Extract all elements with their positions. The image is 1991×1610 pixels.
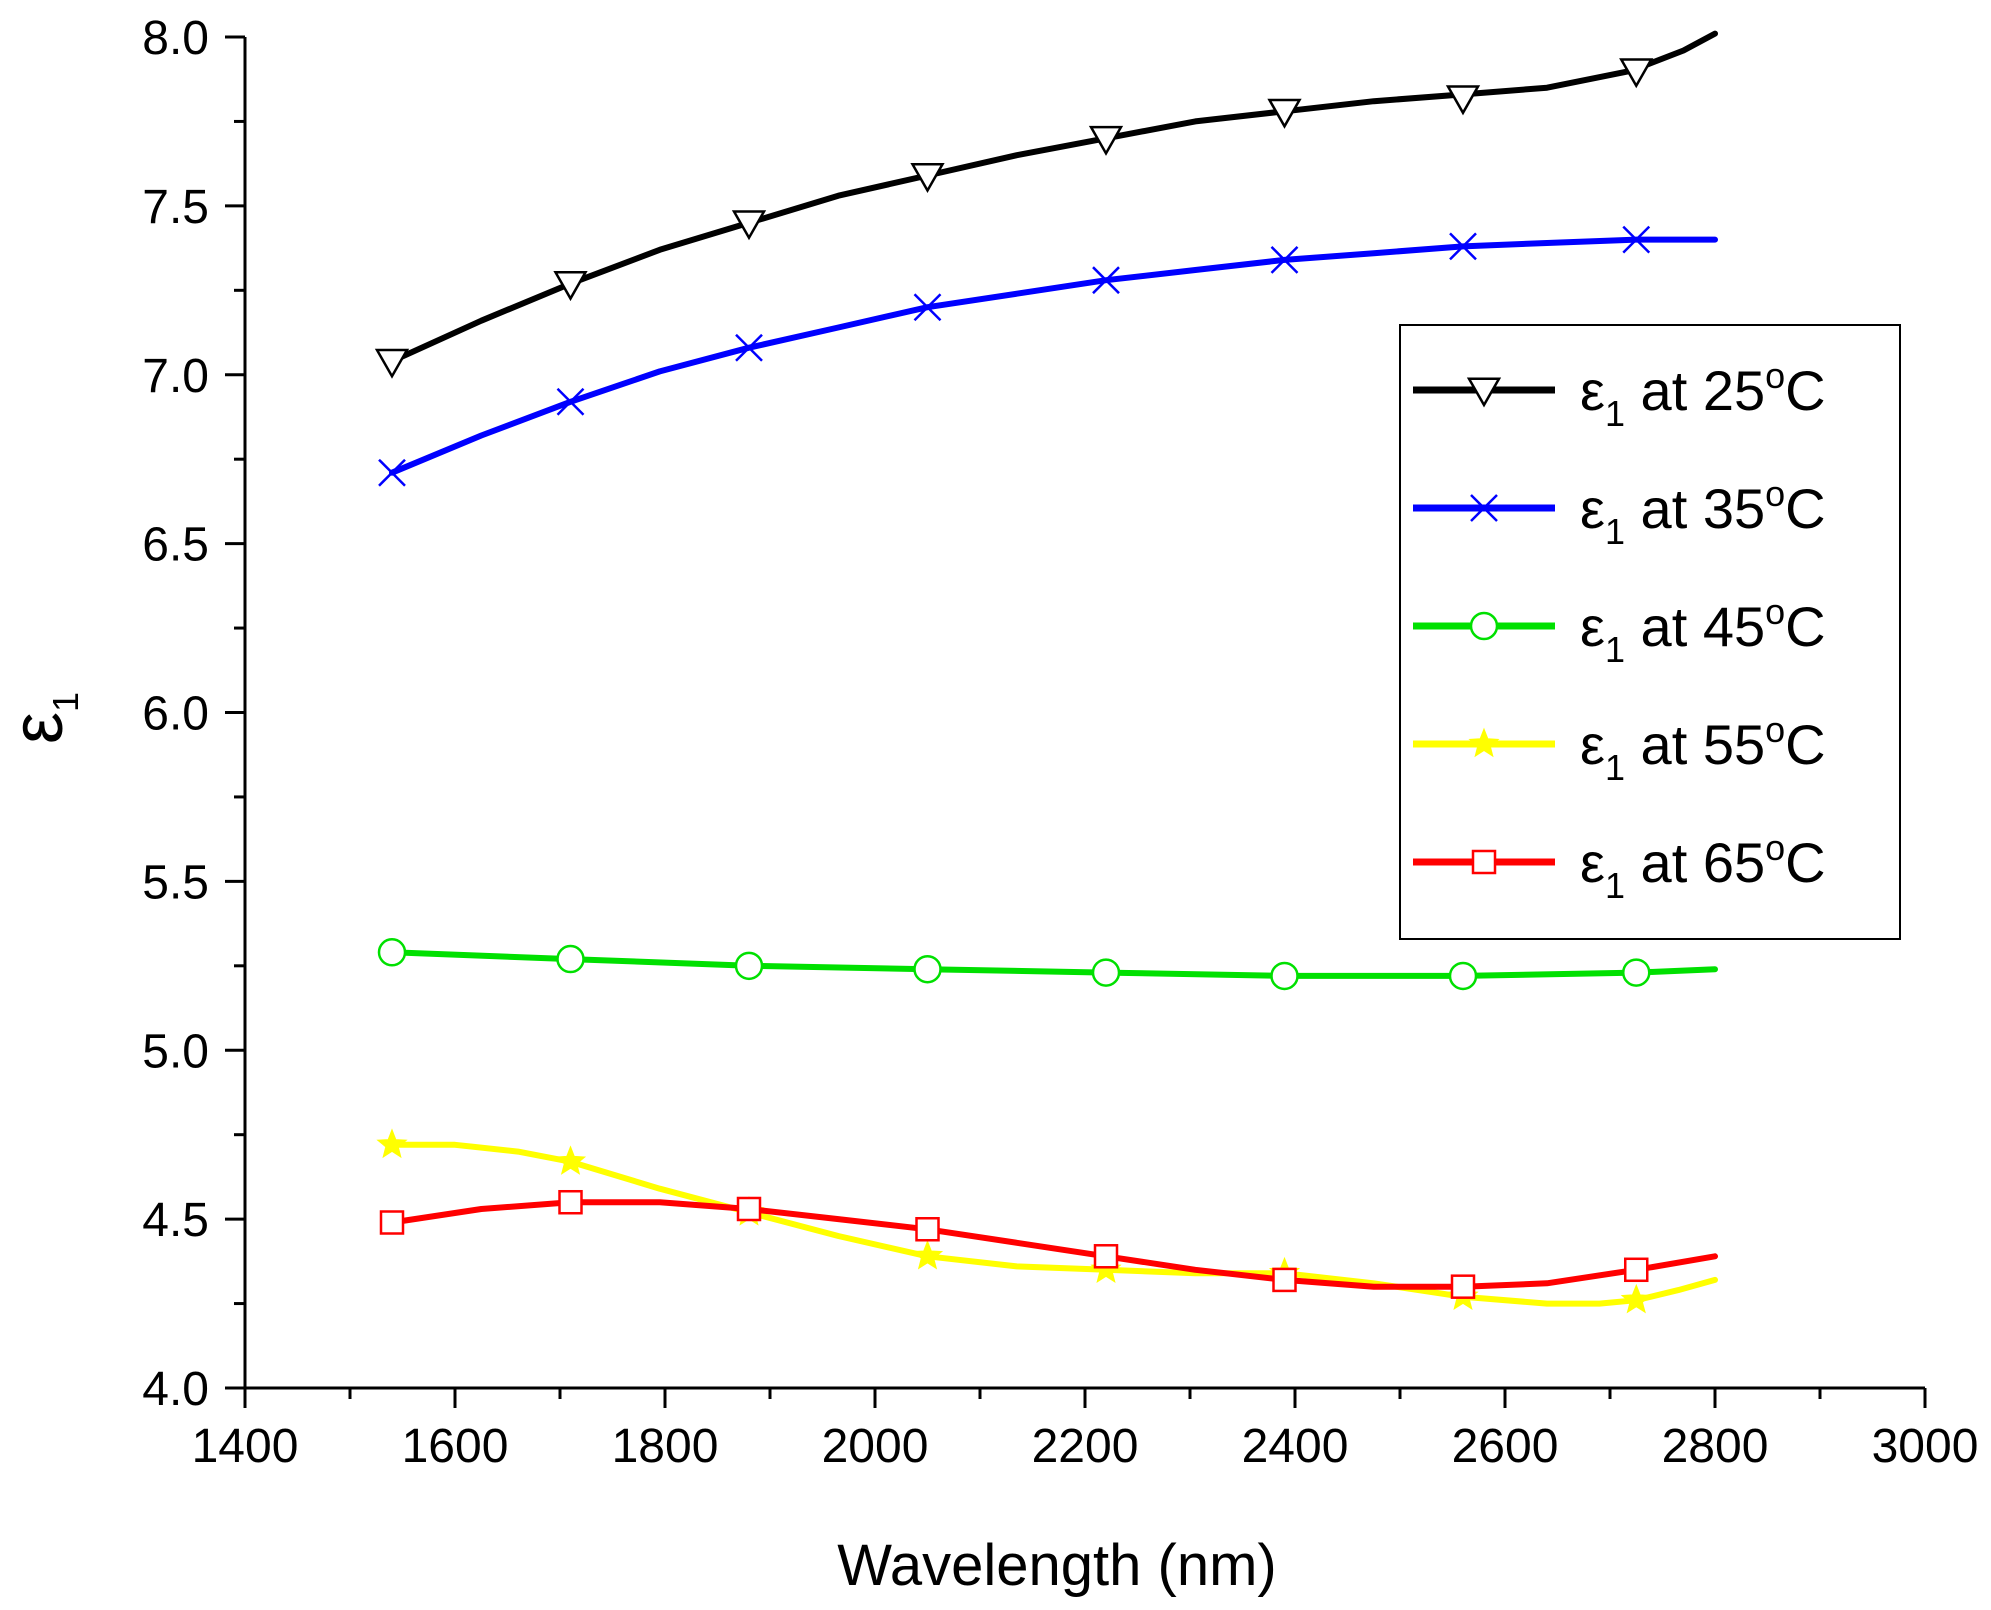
data-point xyxy=(556,387,585,416)
series-1 xyxy=(374,30,1718,379)
data-point xyxy=(913,293,942,322)
y-ticks: 4.0 4.5 5.0 5.5 6.0 6.5 7.0 7.5 8.0 xyxy=(142,12,245,1416)
data-point xyxy=(1620,1283,1652,1314)
data-point xyxy=(1622,225,1651,254)
x-axis-title: Wavelength (nm) xyxy=(837,1533,1276,1598)
data-point xyxy=(556,944,585,974)
legend-label: ε1 at 45oC xyxy=(1580,591,1826,670)
y-axis-title-subscript: 1 xyxy=(45,692,86,712)
legend-label: ε1 at 55oC xyxy=(1580,709,1826,788)
data-point xyxy=(1619,58,1654,89)
legend-marker xyxy=(1470,494,1498,522)
series-line xyxy=(389,236,1718,476)
y-tick-label: 7.0 xyxy=(142,350,209,403)
data-point xyxy=(374,348,410,379)
series-layer xyxy=(374,30,1718,1314)
data-point xyxy=(553,271,588,302)
y-tick-label: 7.5 xyxy=(142,181,209,234)
legend-entries: ε1 at 25oC ε1 at 35oC ε1 at 45oC ε1 at 55oC… xyxy=(1413,355,1826,906)
legend-entry: ε1 at 35oC xyxy=(1413,473,1826,552)
data-point xyxy=(1088,125,1124,156)
y-tick-label: 4.5 xyxy=(142,1194,209,1247)
data-point xyxy=(735,333,763,362)
svg-text:ε1: ε1 xyxy=(0,692,86,744)
x-tick-label: 1800 xyxy=(612,1420,719,1473)
legend-marker xyxy=(1466,377,1502,408)
series-3 xyxy=(377,938,1718,991)
y-tick-label: 5.0 xyxy=(142,1025,209,1078)
data-point xyxy=(1622,958,1651,987)
series-2 xyxy=(378,225,1718,487)
y-tick-label: 6.5 xyxy=(142,519,209,572)
data-point xyxy=(554,1145,587,1175)
legend-marker xyxy=(1468,727,1500,758)
series-5 xyxy=(379,1189,1718,1299)
data-point xyxy=(1270,246,1299,274)
series-line xyxy=(389,1199,1718,1290)
data-point xyxy=(1450,1274,1476,1299)
legend-entry: ε1 at 55oC xyxy=(1413,709,1826,788)
x-tick-label: 3000 xyxy=(1872,1420,1979,1473)
legend-label: ε1 at 35oC xyxy=(1580,473,1826,552)
legend-marker xyxy=(1471,849,1497,875)
data-point xyxy=(1448,961,1478,991)
data-point xyxy=(734,951,764,981)
data-point xyxy=(379,1210,405,1235)
y-tick-label: 4.0 xyxy=(142,1363,209,1416)
x-tick-label: 2600 xyxy=(1452,1420,1559,1473)
data-point xyxy=(1092,266,1120,295)
y-axis-title-symbol: ε xyxy=(0,712,78,744)
legend: ε1 at 25oC ε1 at 35oC ε1 at 45oC ε1 at 55oC… xyxy=(1399,324,1901,940)
x-tick-label: 1600 xyxy=(402,1420,509,1473)
y-tick-label: 6.0 xyxy=(142,688,209,741)
x-tick-label: 2200 xyxy=(1032,1420,1139,1473)
data-point xyxy=(1270,961,1299,991)
data-point xyxy=(1449,232,1477,261)
data-point xyxy=(1272,1267,1297,1293)
data-point xyxy=(558,1189,583,1215)
data-point xyxy=(378,458,406,487)
legend-label: ε1 at 65oC xyxy=(1580,827,1826,906)
y-axis-title: ε1 xyxy=(0,692,86,744)
y-tick-label: 8.0 xyxy=(142,12,209,65)
series-line xyxy=(389,949,1718,979)
x-tick-label: 2400 xyxy=(1242,1420,1349,1473)
data-point xyxy=(736,1196,762,1222)
data-point xyxy=(911,1239,944,1270)
legend-entry: ε1 at 25oC xyxy=(1413,355,1826,434)
data-point xyxy=(1267,98,1302,129)
data-point xyxy=(377,938,407,967)
data-point xyxy=(1624,1257,1649,1283)
legend-entry: ε1 at 45oC xyxy=(1413,591,1826,670)
axes-layer: 1400 1600 1800 2000 2200 2400 2600 2800 3000 4.0… xyxy=(142,12,1978,1473)
legend-label: ε1 at 25oC xyxy=(1580,355,1826,434)
series-line xyxy=(389,1141,1718,1307)
data-point xyxy=(910,162,945,193)
data-point xyxy=(731,210,767,241)
legend-entry: ε1 at 65oC xyxy=(1413,827,1826,906)
x-tick-label: 2800 xyxy=(1662,1420,1769,1473)
x-tick-label: 2000 xyxy=(822,1420,929,1473)
data-point xyxy=(915,1217,940,1242)
data-point xyxy=(913,954,942,984)
data-point xyxy=(1091,958,1121,987)
data-point xyxy=(1445,85,1481,116)
x-tick-label: 1400 xyxy=(192,1420,299,1473)
data-point xyxy=(1093,1244,1119,1269)
series-line xyxy=(389,30,1718,365)
x-ticks: 1400 1600 1800 2000 2200 2400 2600 2800 3000 xyxy=(192,1388,1979,1473)
data-point xyxy=(376,1128,408,1159)
legend-marker xyxy=(1469,611,1499,641)
y-tick-label: 5.5 xyxy=(142,856,209,909)
